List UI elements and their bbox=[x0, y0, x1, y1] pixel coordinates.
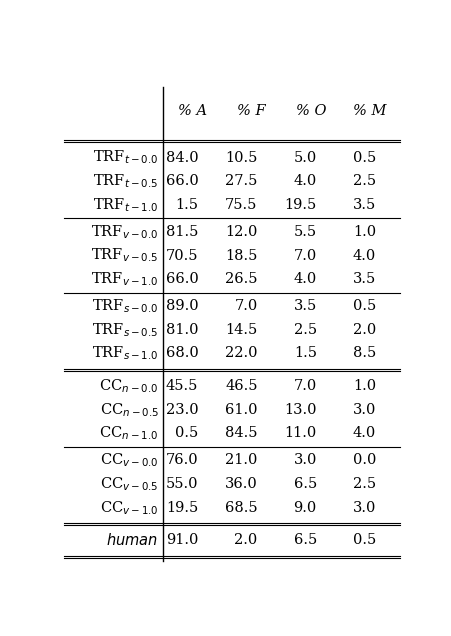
Text: 81.0: 81.0 bbox=[166, 323, 198, 337]
Text: 4.0: 4.0 bbox=[293, 174, 316, 188]
Text: 8.5: 8.5 bbox=[352, 347, 375, 361]
Text: 3.5: 3.5 bbox=[352, 198, 375, 212]
Text: 66.0: 66.0 bbox=[165, 272, 198, 286]
Text: 81.5: 81.5 bbox=[166, 225, 198, 239]
Text: 75.5: 75.5 bbox=[225, 198, 257, 212]
Text: 91.0: 91.0 bbox=[166, 534, 198, 548]
Text: 0.5: 0.5 bbox=[352, 299, 375, 313]
Text: 21.0: 21.0 bbox=[225, 453, 257, 467]
Text: 4.0: 4.0 bbox=[293, 272, 316, 286]
Text: CC$_{v-1.0}$: CC$_{v-1.0}$ bbox=[100, 499, 158, 516]
Text: 23.0: 23.0 bbox=[165, 403, 198, 417]
Text: 45.5: 45.5 bbox=[166, 379, 198, 393]
Text: 5.0: 5.0 bbox=[293, 151, 316, 165]
Text: 1.5: 1.5 bbox=[175, 198, 198, 212]
Text: 9.0: 9.0 bbox=[293, 501, 316, 515]
Text: CC$_{v-0.5}$: CC$_{v-0.5}$ bbox=[100, 475, 158, 493]
Text: 2.5: 2.5 bbox=[293, 323, 316, 337]
Text: 89.0: 89.0 bbox=[165, 299, 198, 313]
Text: 11.0: 11.0 bbox=[284, 426, 316, 440]
Text: 7.0: 7.0 bbox=[234, 299, 257, 313]
Text: 61.0: 61.0 bbox=[225, 403, 257, 417]
Text: 55.0: 55.0 bbox=[166, 477, 198, 491]
Text: 2.5: 2.5 bbox=[352, 174, 375, 188]
Text: 12.0: 12.0 bbox=[225, 225, 257, 239]
Text: 26.5: 26.5 bbox=[225, 272, 257, 286]
Text: 0.5: 0.5 bbox=[175, 426, 198, 440]
Text: 68.5: 68.5 bbox=[225, 501, 257, 515]
Text: 0.0: 0.0 bbox=[352, 453, 375, 467]
Text: 3.0: 3.0 bbox=[352, 501, 375, 515]
Text: 7.0: 7.0 bbox=[293, 379, 316, 393]
Text: TRF$_{t-0.5}$: TRF$_{t-0.5}$ bbox=[93, 172, 158, 190]
Text: 6.5: 6.5 bbox=[293, 534, 316, 548]
Text: 2.0: 2.0 bbox=[352, 323, 375, 337]
Text: 4.0: 4.0 bbox=[352, 426, 375, 440]
Text: TRF$_{s-0.5}$: TRF$_{s-0.5}$ bbox=[92, 321, 158, 338]
Text: 76.0: 76.0 bbox=[165, 453, 198, 467]
Text: 46.5: 46.5 bbox=[225, 379, 257, 393]
Text: TRF$_{v-1.0}$: TRF$_{v-1.0}$ bbox=[91, 270, 158, 288]
Text: 36.0: 36.0 bbox=[224, 477, 257, 491]
Text: 3.5: 3.5 bbox=[352, 272, 375, 286]
Text: 10.5: 10.5 bbox=[225, 151, 257, 165]
Text: 1.5: 1.5 bbox=[293, 347, 316, 361]
Text: TRF$_{s-1.0}$: TRF$_{s-1.0}$ bbox=[92, 345, 158, 363]
Text: 3.0: 3.0 bbox=[293, 453, 316, 467]
Text: TRF$_{t-0.0}$: TRF$_{t-0.0}$ bbox=[93, 149, 158, 167]
Text: CC$_{n-0.5}$: CC$_{n-0.5}$ bbox=[99, 401, 158, 418]
Text: 0.5: 0.5 bbox=[352, 151, 375, 165]
Text: 84.0: 84.0 bbox=[165, 151, 198, 165]
Text: TRF$_{v-0.0}$: TRF$_{v-0.0}$ bbox=[91, 223, 158, 241]
Text: CC$_{v-0.0}$: CC$_{v-0.0}$ bbox=[100, 452, 158, 469]
Text: 1.0: 1.0 bbox=[352, 225, 375, 239]
Text: 22.0: 22.0 bbox=[225, 347, 257, 361]
Text: % F: % F bbox=[237, 104, 265, 118]
Text: 27.5: 27.5 bbox=[225, 174, 257, 188]
Text: 3.0: 3.0 bbox=[352, 403, 375, 417]
Text: 7.0: 7.0 bbox=[293, 249, 316, 263]
Text: TRF$_{s-0.0}$: TRF$_{s-0.0}$ bbox=[92, 298, 158, 315]
Text: 68.0: 68.0 bbox=[165, 347, 198, 361]
Text: 19.5: 19.5 bbox=[284, 198, 316, 212]
Text: 19.5: 19.5 bbox=[166, 501, 198, 515]
Text: 5.5: 5.5 bbox=[293, 225, 316, 239]
Text: 6.5: 6.5 bbox=[293, 477, 316, 491]
Text: % O: % O bbox=[295, 104, 326, 118]
Text: 1.0: 1.0 bbox=[352, 379, 375, 393]
Text: 2.5: 2.5 bbox=[352, 477, 375, 491]
Text: TRF$_{v-0.5}$: TRF$_{v-0.5}$ bbox=[91, 247, 158, 265]
Text: CC$_{n-0.0}$: CC$_{n-0.0}$ bbox=[99, 377, 158, 395]
Text: 3.5: 3.5 bbox=[293, 299, 316, 313]
Text: % A: % A bbox=[177, 104, 207, 118]
Text: $\mathit{human}$: $\mathit{human}$ bbox=[106, 532, 158, 548]
Text: 2.0: 2.0 bbox=[234, 534, 257, 548]
Text: 13.0: 13.0 bbox=[284, 403, 316, 417]
Text: TRF$_{t-1.0}$: TRF$_{t-1.0}$ bbox=[93, 196, 158, 214]
Text: 70.5: 70.5 bbox=[166, 249, 198, 263]
Text: 0.5: 0.5 bbox=[352, 534, 375, 548]
Text: 66.0: 66.0 bbox=[165, 174, 198, 188]
Text: CC$_{n-1.0}$: CC$_{n-1.0}$ bbox=[99, 425, 158, 442]
Text: 14.5: 14.5 bbox=[225, 323, 257, 337]
Text: % M: % M bbox=[353, 104, 386, 118]
Text: 4.0: 4.0 bbox=[352, 249, 375, 263]
Text: 18.5: 18.5 bbox=[225, 249, 257, 263]
Text: 84.5: 84.5 bbox=[225, 426, 257, 440]
